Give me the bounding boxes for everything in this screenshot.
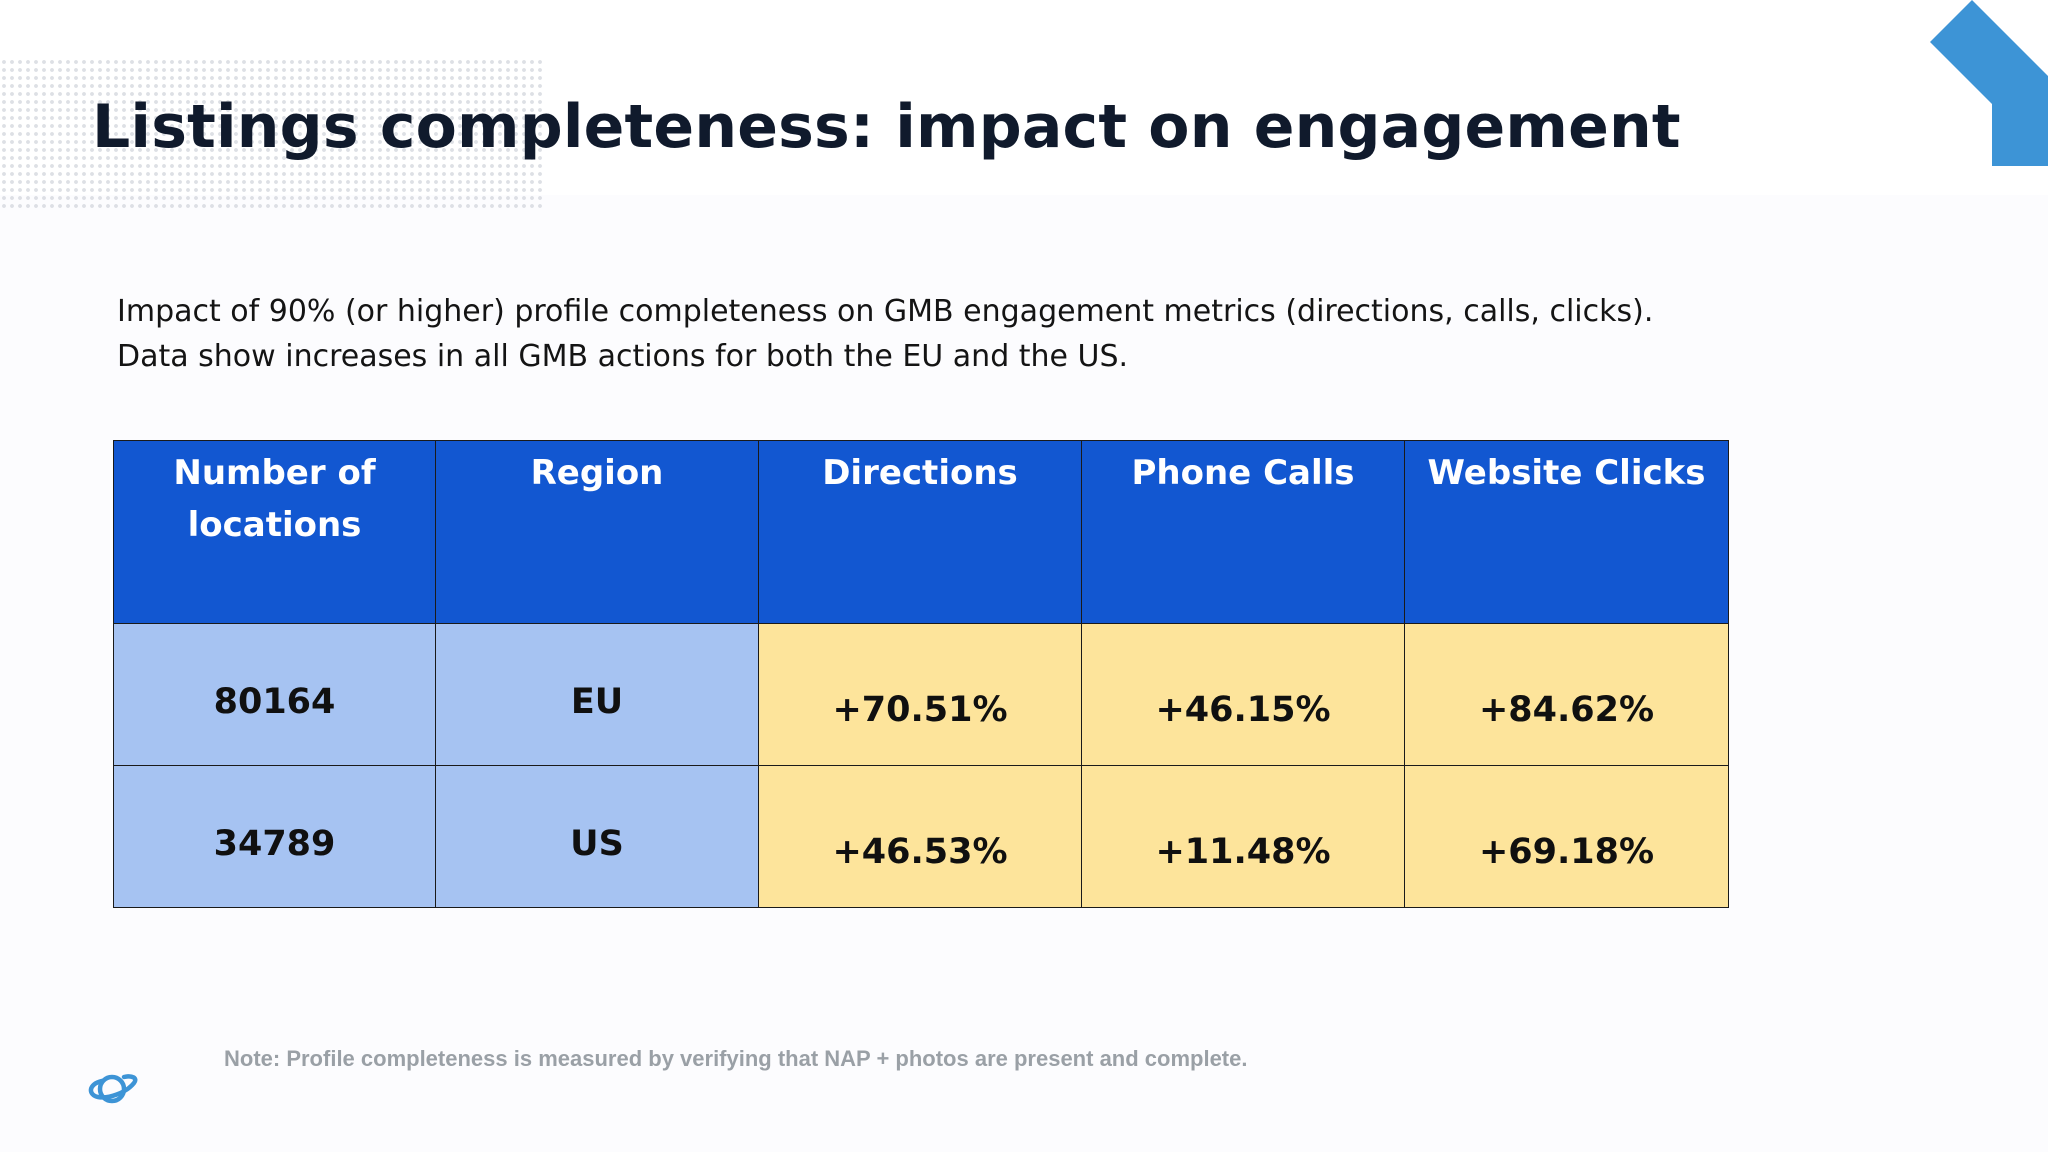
footnote: Note: Profile completeness is measured b…: [224, 1046, 1248, 1071]
cell-region: EU: [435, 623, 759, 766]
cell-locations: 80164: [113, 623, 436, 766]
header-region: Region: [435, 440, 759, 624]
header-directions: Directions: [758, 440, 1082, 624]
page-title: Listings completeness: impact on engagem…: [92, 92, 1681, 162]
cell-region: US: [435, 765, 759, 908]
table-header-row: Number of locations Region Directions Ph…: [113, 440, 1729, 624]
cell-website-clicks: +69.18%: [1404, 765, 1729, 908]
header-number-of-locations: Number of locations: [113, 440, 436, 624]
cell-directions: +70.51%: [758, 623, 1082, 766]
cell-phone-calls: +11.48%: [1081, 765, 1405, 908]
cell-phone-calls: +46.15%: [1081, 623, 1405, 766]
description-line-1: Impact of 90% (or higher) profile comple…: [117, 294, 1654, 329]
planet-logo-icon: [88, 1074, 138, 1104]
corner-arrow-icon: [1930, 0, 2048, 166]
header-website-clicks: Website Clicks: [1404, 440, 1729, 624]
cell-website-clicks: +84.62%: [1404, 623, 1729, 766]
description-line-2: Data show increases in all GMB actions f…: [117, 339, 1129, 374]
cell-locations: 34789: [113, 765, 436, 908]
header-phone-calls: Phone Calls: [1081, 440, 1405, 624]
table-row: 34789 US +46.53% +11.48% +69.18%: [113, 765, 1729, 908]
cell-directions: +46.53%: [758, 765, 1082, 908]
engagement-table: Number of locations Region Directions Ph…: [113, 440, 1729, 908]
description: Impact of 90% (or higher) profile comple…: [117, 289, 1757, 379]
dot-pattern-decoration: [0, 58, 545, 208]
table-row: 80164 EU +70.51% +46.15% +84.62%: [113, 623, 1729, 766]
